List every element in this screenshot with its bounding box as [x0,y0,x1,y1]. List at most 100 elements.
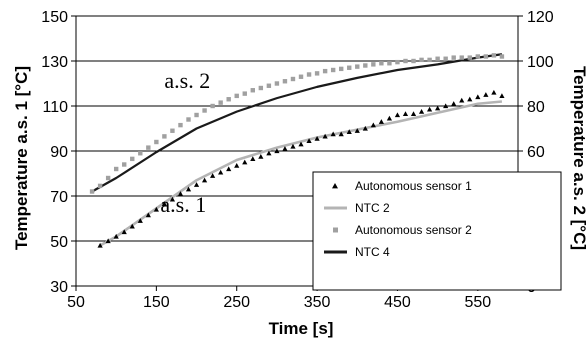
annotations: a.s. 2 a.s. 1 [160,68,210,217]
data-point [395,59,400,65]
data-point [154,139,159,145]
x-tick-label: 450 [384,294,411,311]
data-point [483,54,489,59]
data-point [418,109,425,114]
data-point [266,83,272,88]
data-point [178,122,183,128]
data-point [499,93,505,98]
data-point [274,148,280,154]
y-axis-title-left: Temperature a.s. 1 [°C] [12,66,31,250]
legend-box [312,171,562,291]
y-right-tick-label: 80 [527,99,545,116]
y-right-tick-label: 100 [527,54,554,71]
series-ntc-4 [91,53,503,193]
data-point [483,92,489,97]
data-point [339,66,344,72]
data-point [379,61,384,66]
data-point [162,134,167,139]
data-point [330,131,336,137]
data-point [427,106,433,112]
data-point [443,56,448,61]
data-point [210,173,216,178]
data-point [475,54,481,59]
y-left-tick-label: 50 [50,234,68,251]
data-point [499,54,505,59]
data-point [394,112,401,118]
data-point [427,57,432,63]
data-point [193,182,200,187]
data-point [306,72,312,77]
data-point [258,154,264,159]
data-point [266,150,272,156]
series-autonomous-sensor-1 [97,89,505,248]
data-point [145,212,151,218]
data-point [451,101,457,106]
data-point [146,145,151,150]
data-point [459,97,465,103]
annotation-label: a.s. 2 [164,68,210,93]
annotation-label: a.s. 1 [160,192,206,217]
data-point [411,58,416,64]
data-point [298,141,304,147]
data-point [435,105,441,111]
x-tick-label: 250 [223,294,250,311]
legend-item: Autonomous sensor 1 [332,179,472,193]
data-point [130,156,135,162]
data-point [355,64,360,69]
data-point [137,218,143,223]
data-point [177,191,184,196]
data-point [402,111,409,116]
data-point [169,196,176,202]
y-left-tick-label: 130 [41,54,68,71]
y-left-tick-label: 30 [50,279,68,296]
data-point [314,136,320,141]
data-point [194,112,199,118]
legend-item: NTC 2 [324,201,390,215]
data-point [290,76,296,82]
data-point [387,61,392,66]
data-point [378,119,384,124]
data-point [274,81,280,86]
data-point [161,201,167,206]
data-point [97,242,103,248]
x-tick-label: 50 [67,294,85,311]
data-point [467,96,473,102]
series-ntc-2 [99,100,503,247]
data-point [386,115,393,121]
data-point [362,125,368,131]
y-right-tick-label: 120 [527,9,554,26]
data-point [170,128,175,133]
data-point [113,166,119,172]
data-point [403,58,408,64]
data-point [410,111,417,116]
data-point [138,151,143,156]
data-point [467,55,472,60]
data-point [363,63,368,68]
data-point [234,93,239,99]
data-point [218,169,224,175]
data-point [121,229,127,235]
legend-swatch-triangle [332,183,338,189]
x-tick-label: 150 [143,294,170,311]
x-tick-label: 350 [304,294,331,311]
y-left-tick-label: 150 [41,9,68,26]
data-point [451,55,456,60]
data-point [242,91,247,96]
legend-label: Autonomous sensor 1 [355,179,472,193]
data-point [226,166,232,172]
legend-swatch-square [333,227,338,233]
data-point [306,138,312,143]
data-point [258,85,264,91]
data-point [202,108,207,113]
legend-label: NTC 4 [355,245,390,259]
data-point [122,162,127,167]
tick-labels: 5015025035045055030507090110130150020406… [41,9,554,311]
y-left-tick-label: 110 [42,99,68,116]
y-axis-title-right: Temperature a.s. 2 [°C] [570,66,586,250]
data-point [491,53,497,58]
data-point [370,122,376,128]
data-point [435,56,440,61]
data-point [242,159,248,165]
data-point [354,128,360,133]
legend-item: Autonomous sensor 2 [333,223,472,237]
